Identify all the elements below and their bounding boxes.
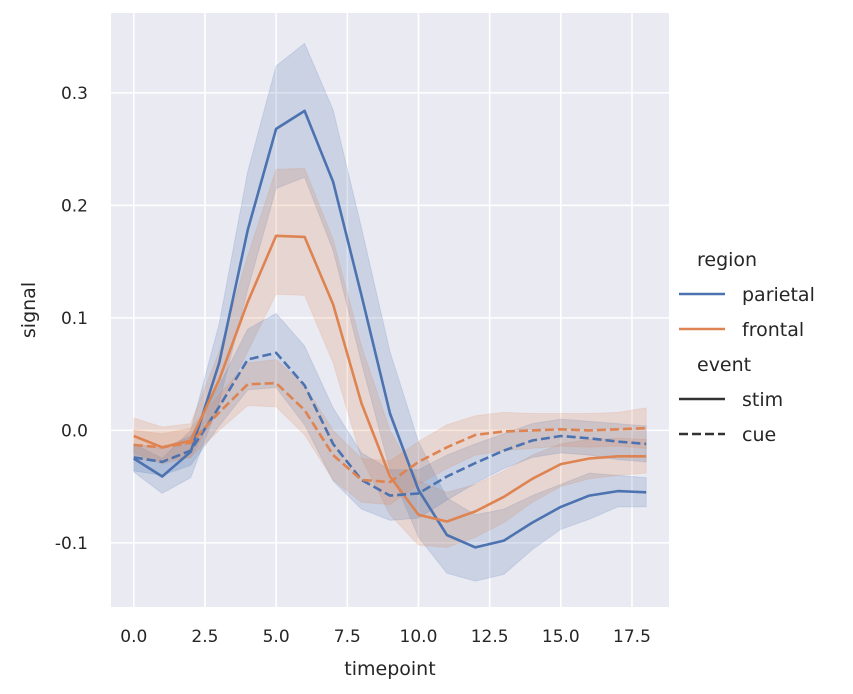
legend-label-cue: cue — [742, 424, 776, 446]
frontal-cue-ci-band — [133, 358, 647, 506]
legend-label-parietal: parietal — [742, 284, 815, 306]
y-axis-label: signal — [18, 282, 40, 338]
plot-area — [111, 13, 669, 607]
legend-title-region: region — [697, 249, 757, 271]
y-tick-label: -0.1 — [55, 534, 88, 554]
x-tick-label: 0.0 — [120, 627, 147, 647]
x-tick-label: 5.0 — [263, 627, 290, 647]
x-tick-label: 12.5 — [471, 627, 509, 647]
y-axis-ticks: -0.1 0.0 0.1 0.2 0.3 — [55, 84, 88, 554]
y-tick-label: 0.0 — [61, 421, 88, 441]
x-axis-ticks: 0.0 2.5 5.0 7.5 10.0 12.5 15.0 17.5 — [120, 627, 651, 647]
legend-label-frontal: frontal — [742, 319, 804, 341]
legend: region parietal frontal event stim cue — [679, 249, 815, 446]
x-tick-label: 10.0 — [400, 627, 438, 647]
x-tick-label: 17.5 — [613, 627, 651, 647]
legend-title-event: event — [697, 354, 751, 376]
x-tick-label: 2.5 — [191, 627, 218, 647]
parietal-cue-line — [133, 351, 647, 497]
y-tick-label: 0.3 — [61, 84, 88, 104]
frontal-stim-line — [133, 234, 647, 523]
frontal-stim-ci-band — [133, 167, 647, 548]
legend-label-stim: stim — [742, 389, 783, 411]
series-lines — [133, 109, 647, 549]
x-axis-label: timepoint — [344, 658, 435, 680]
y-tick-label: 0.1 — [61, 309, 88, 329]
y-tick-label: 0.2 — [61, 196, 88, 216]
parietal-stim-line — [133, 109, 647, 549]
x-tick-label: 15.0 — [542, 627, 580, 647]
parietal-cue-ci-band — [133, 312, 647, 521]
x-tick-label: 7.5 — [334, 627, 361, 647]
frontal-cue-line — [133, 381, 647, 484]
